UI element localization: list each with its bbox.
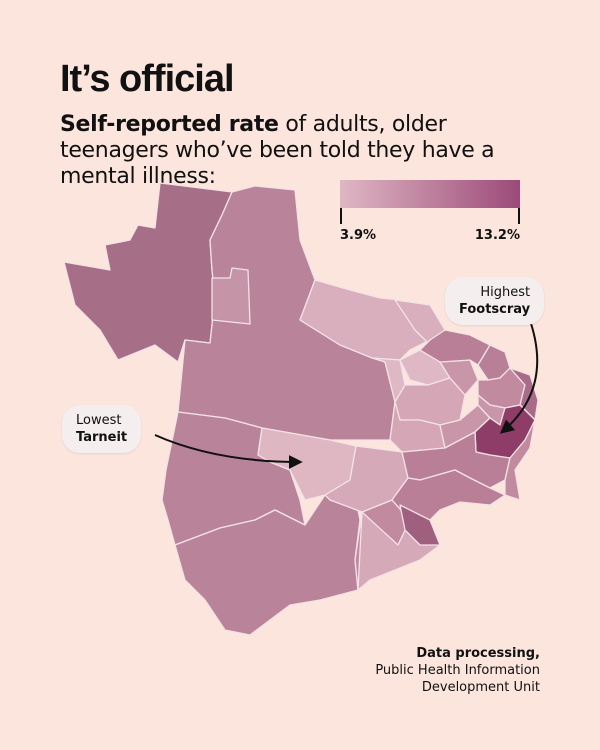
legend-max-label: 13.2% [474, 228, 520, 243]
region-southeast-4 [399, 504, 441, 546]
subtitle-bold: Self-reported rate [60, 112, 279, 137]
legend-tick-min [340, 208, 342, 224]
subtitle-rest: of adults, older teenagers who’ve been t… [60, 112, 495, 189]
region-inset [211, 267, 251, 325]
region-southeast-2 [504, 419, 536, 501]
region-inner-3 [394, 377, 466, 426]
color-legend: 3.9% 13.2% [340, 180, 520, 243]
credit-line-1: Public Health Information [375, 663, 540, 678]
region-west [63, 182, 233, 363]
lowest-arrow [154, 434, 303, 469]
credit-line-2: Development Unit [421, 680, 540, 695]
legend-min-label: 3.9% [340, 228, 377, 243]
callout-highest-place: Footscray [459, 302, 531, 317]
callout-lowest-place: Tarneit [76, 430, 128, 445]
page-title: It’s official [60, 58, 235, 100]
legend-ticks [340, 208, 520, 226]
callout-highest: Highest Footscray [445, 277, 545, 325]
callout-highest-label: Highest [480, 285, 531, 300]
callout-lowest: Lowest Tarneit [62, 405, 142, 453]
legend-gradient [340, 180, 520, 208]
region-tarneit [257, 427, 357, 501]
highest-arrow [499, 314, 539, 434]
subtitle: Self-reported rate of adults, older teen… [60, 112, 560, 190]
credit-heading: Data processing, [416, 646, 540, 661]
callout-lowest-label: Lowest [76, 413, 122, 428]
legend-tick-max [518, 208, 520, 224]
data-credit: Data processing, Public Health Informati… [375, 645, 540, 696]
